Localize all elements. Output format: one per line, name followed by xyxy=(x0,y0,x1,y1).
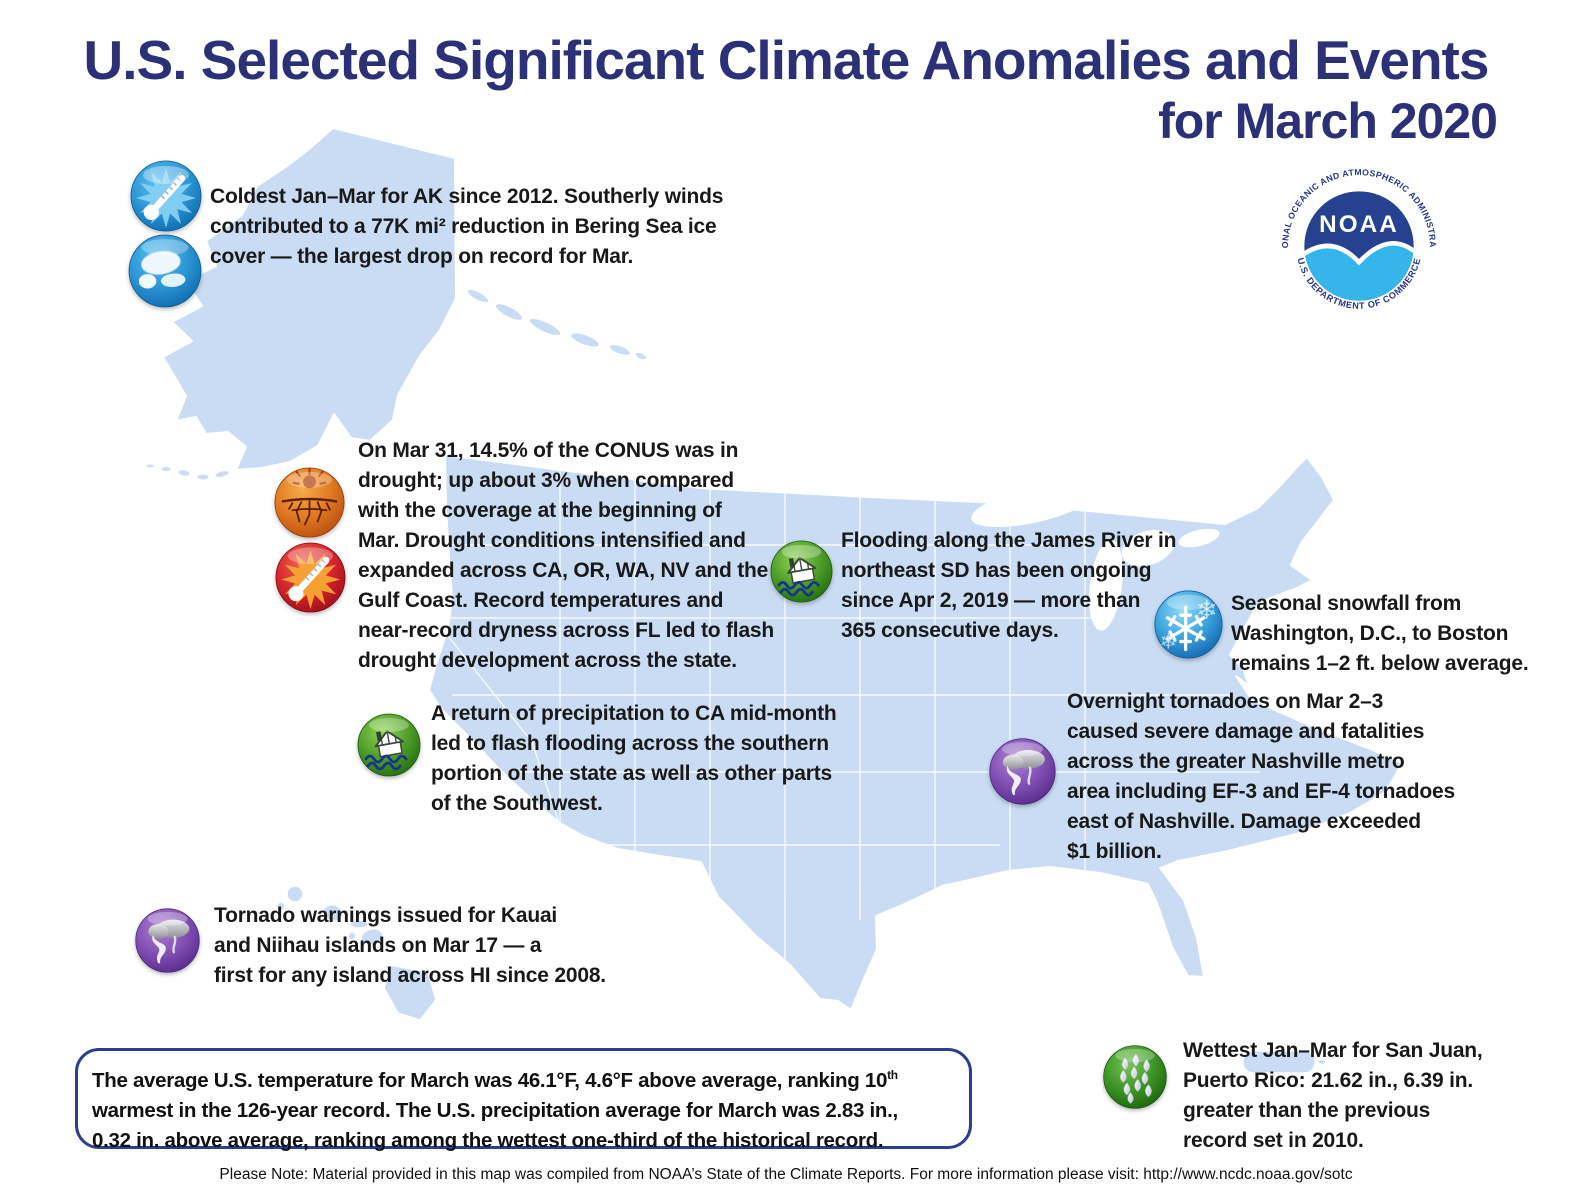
callout-nashville-line: caused severe damage and fatalities xyxy=(1067,720,1425,743)
callout-san-juan-line: Puerto Rico: 21.62 in., 6.39 in. xyxy=(1183,1069,1474,1092)
callout-hawaii-line: Tornado warnings issued for Kauai xyxy=(214,904,558,927)
cold-thermometer-icon xyxy=(128,158,204,234)
callout-nashville-line: $1 billion. xyxy=(1067,840,1162,863)
summary-ordinal-sup: th xyxy=(887,1068,898,1082)
callout-drought-line: Mar. Drought conditions intensified and xyxy=(358,529,746,552)
callout-drought: On Mar 31, 14.5% of the CONUS was in dro… xyxy=(358,436,774,676)
callout-nashville-line: east of Nashville. Damage exceeded xyxy=(1067,810,1421,833)
alaska-shape xyxy=(145,127,648,481)
callout-drought-line: expanded across CA, OR, WA, NV and the xyxy=(358,559,769,582)
callout-drought-line: with the coverage at the beginning of xyxy=(358,499,722,522)
callout-snowfall-line: remains 1–2 ft. below average. xyxy=(1231,652,1529,675)
callout-nashville-line: across the greater Nashville metro xyxy=(1067,750,1405,773)
flood-icon xyxy=(769,539,834,604)
callout-california-line: A return of precipitation to CA mid-mont… xyxy=(431,702,837,725)
flood-icon xyxy=(356,712,422,778)
callout-california: A return of precipitation to CA mid-mont… xyxy=(431,699,837,819)
puerto-rico-shape xyxy=(1242,1050,1327,1074)
callout-hawaii-line: first for any island across HI since 200… xyxy=(214,964,606,987)
callout-san-juan-line: record set in 2010. xyxy=(1183,1129,1364,1152)
callout-drought-line: near-record dryness across FL led to fla… xyxy=(358,619,775,642)
callout-san-juan: Wettest Jan–Mar for San Juan, Puerto Ric… xyxy=(1183,1036,1483,1156)
footer-note: Please Note: Material provided in this m… xyxy=(219,1166,1353,1183)
great-lakes xyxy=(971,484,1220,634)
callout-san-juan-line: greater than the previous xyxy=(1183,1099,1431,1122)
callout-snowfall-line: Washington, D.C., to Boston xyxy=(1231,622,1509,645)
noaa-acronym: NOAA xyxy=(1319,211,1399,238)
hawaii-islands xyxy=(276,885,437,1021)
callout-drought-line: Gulf Coast. Record temperatures and xyxy=(358,589,724,612)
conus-shape xyxy=(428,454,1403,1011)
callout-alaska-line: Coldest Jan–Mar for AK since 2012. South… xyxy=(210,185,724,208)
callout-nashville-line: area including EF-3 and EF-4 tornadoes xyxy=(1067,780,1455,803)
callout-james-river-line: northeast SD has been ongoing xyxy=(841,559,1152,582)
summary-line-1-text: The average U.S. temperature for March w… xyxy=(92,1068,888,1092)
callout-drought-line: On Mar 31, 14.5% of the CONUS was in xyxy=(358,439,739,462)
callout-california-line: portion of the state as well as other pa… xyxy=(431,762,832,785)
callout-hawaii-line: and Niihau islands on Mar 17 — a xyxy=(214,934,542,957)
page-title: U.S. Selected Significant Climate Anomal… xyxy=(83,29,1490,91)
callout-alaska-line: contributed to a 77K mi² reduction in Be… xyxy=(210,215,717,238)
hot-thermometer-icon xyxy=(273,540,348,615)
page-subtitle: for March 2020 xyxy=(1158,93,1498,149)
state-borders xyxy=(445,455,1260,960)
callout-nashville-line: Overnight tornadoes on Mar 2–3 xyxy=(1067,690,1384,713)
callout-drought-line: drought development across the state. xyxy=(358,649,737,672)
callout-san-juan-line: Wettest Jan–Mar for San Juan, xyxy=(1183,1039,1483,1062)
callout-nashville: Overnight tornadoes on Mar 2–3 caused se… xyxy=(1067,687,1455,867)
summary-line-3: 0.32 in. above average, ranking among th… xyxy=(92,1128,884,1152)
noaa-seagull-icon xyxy=(1304,241,1414,266)
drought-icon xyxy=(272,465,347,540)
callout-james-river-line: Flooding along the James River in xyxy=(841,529,1177,552)
callout-california-line: of the Southwest. xyxy=(431,792,603,815)
callout-drought-line: drought; up about 3% when compared xyxy=(358,469,734,492)
noaa-logo: NATIONAL OCEANIC AND ATMOSPHERIC ADMINIS… xyxy=(1274,157,1440,328)
callout-snowfall-line: Seasonal snowfall from xyxy=(1231,592,1462,615)
tornado-icon xyxy=(133,906,202,975)
callout-james-river: Flooding along the James River in northe… xyxy=(841,526,1176,646)
summary-line-2: warmest in the 126-year record. The U.S.… xyxy=(92,1098,898,1122)
callout-california-line: led to flash flooding across the souther… xyxy=(431,732,829,755)
rain-icon xyxy=(1101,1043,1169,1111)
tornado-icon xyxy=(987,736,1058,807)
summary-line-1: The average U.S. temperature for March w… xyxy=(92,1060,955,1096)
callout-hawaii: Tornado warnings issued for Kauai and Ni… xyxy=(214,901,606,991)
sea-ice-icon xyxy=(126,232,204,310)
callout-alaska-line: cover — the largest drop on record for M… xyxy=(210,245,634,268)
snowflake-icon xyxy=(1152,588,1225,661)
national-summary-box: The average U.S. temperature for March w… xyxy=(75,1048,972,1152)
callout-james-river-line: since Apr 2, 2019 — more than xyxy=(841,589,1141,612)
callout-snowfall: Seasonal snowfall from Washington, D.C.,… xyxy=(1231,589,1529,679)
callout-james-river-line: 365 consecutive days. xyxy=(841,619,1059,642)
callout-alaska: Coldest Jan–Mar for AK since 2012. South… xyxy=(210,182,723,272)
